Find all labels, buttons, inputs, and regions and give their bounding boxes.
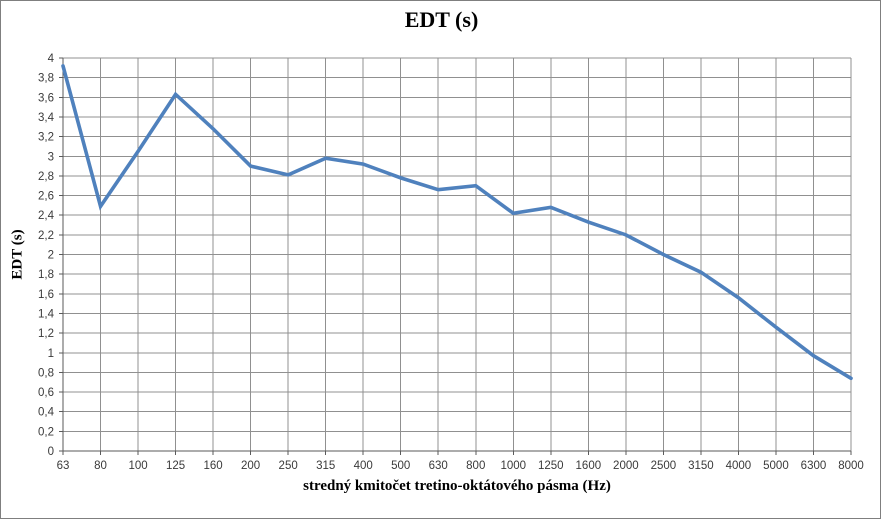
x-tick-label: 160 xyxy=(204,460,223,472)
x-tick-label: 400 xyxy=(354,460,373,472)
x-tick-label: 630 xyxy=(429,460,448,472)
y-tick-label: 0,6 xyxy=(38,387,54,399)
x-tick-label: 63 xyxy=(57,460,70,472)
y-tick-label: 1,4 xyxy=(38,308,55,320)
x-tick-label: 200 xyxy=(241,460,260,472)
y-tick-label: 2 xyxy=(48,250,54,262)
x-tick-label: 250 xyxy=(279,460,298,472)
y-tick-label: 2,2 xyxy=(38,230,54,242)
y-tick-label: 2,6 xyxy=(38,191,54,203)
x-tick-label: 100 xyxy=(128,460,147,472)
y-tick-label: 0,2 xyxy=(38,426,54,438)
y-tick-label: 4 xyxy=(48,53,55,65)
y-tick-label: 1 xyxy=(48,348,54,360)
y-tick-label: 3,2 xyxy=(38,132,54,144)
chart-title: EDT (s) xyxy=(404,7,479,32)
x-tick-label: 5000 xyxy=(763,460,789,472)
y-tick-label: 1,6 xyxy=(38,289,54,301)
y-tick-label: 2,8 xyxy=(38,171,54,183)
x-tick-label: 1250 xyxy=(538,460,564,472)
y-tick-label: 3 xyxy=(48,151,54,163)
x-tick-label: 500 xyxy=(391,460,410,472)
y-tick-label: 0 xyxy=(48,446,54,458)
x-axis-title: stredný kmitočet tretino-oktátového pásm… xyxy=(303,478,611,494)
y-tick-label: 3,4 xyxy=(38,112,55,124)
x-tick-label: 1000 xyxy=(500,460,526,472)
x-tick-label: 6300 xyxy=(801,460,827,472)
x-tick-label: 125 xyxy=(166,460,185,472)
y-tick-label: 3,8 xyxy=(38,73,54,85)
y-tick-label: 0,8 xyxy=(38,367,54,379)
x-tick-label: 2000 xyxy=(613,460,639,472)
y-tick-label: 0,4 xyxy=(38,407,55,419)
y-tick-label: 3,6 xyxy=(38,92,54,104)
x-tick-label: 4000 xyxy=(726,460,752,472)
x-tick-label: 80 xyxy=(94,460,107,472)
x-tick-label: 2500 xyxy=(651,460,677,472)
x-tick-label: 3150 xyxy=(688,460,714,472)
x-tick-label: 1600 xyxy=(576,460,602,472)
edt-series-line xyxy=(61,64,853,381)
x-tick-label: 8000 xyxy=(838,460,864,472)
x-tick-label: 800 xyxy=(466,460,485,472)
y-tick-label: 1,8 xyxy=(38,269,54,281)
y-tick-label: 1,2 xyxy=(38,328,54,340)
y-tick-label: 2,4 xyxy=(38,210,55,222)
x-tick-label: 315 xyxy=(316,460,335,472)
